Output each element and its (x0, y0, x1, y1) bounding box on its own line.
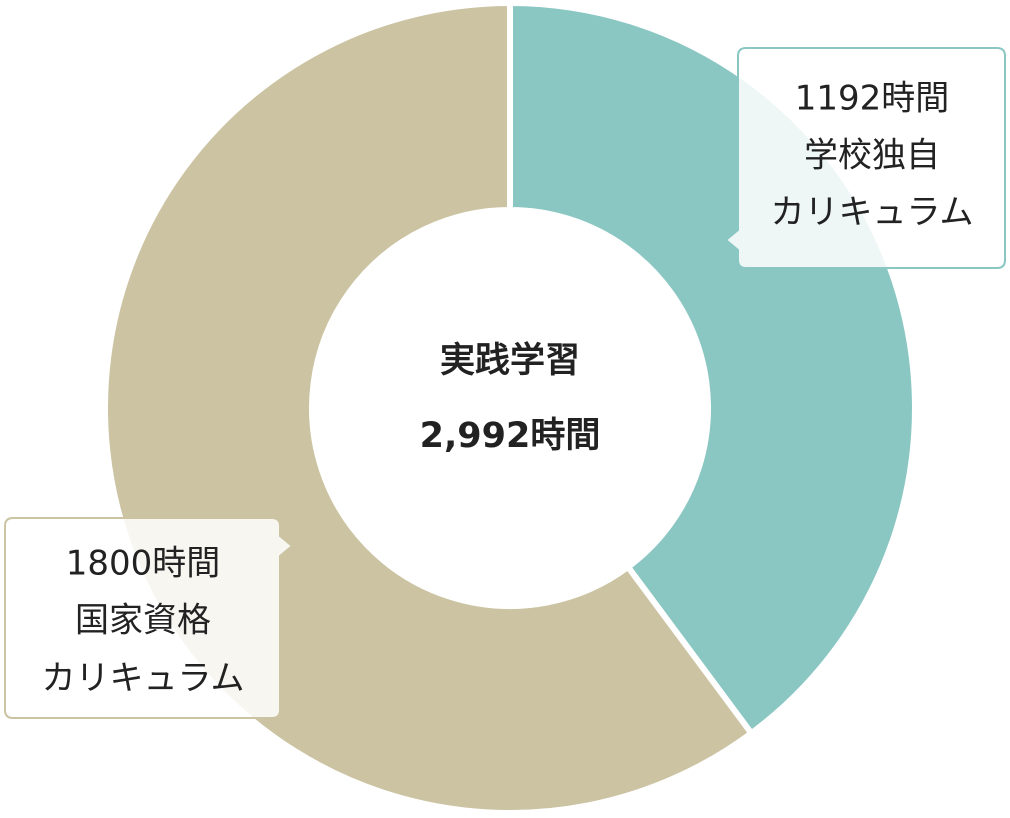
callout: 1192時間 学校独自 カリキュラム (724, 47, 1006, 269)
callout-box (724, 47, 1006, 269)
callout-box (4, 517, 294, 719)
category-label: カリキュラム (771, 193, 974, 233)
category-label: 国家資格 (75, 601, 211, 641)
value-label: 1192時間 (795, 79, 950, 119)
value-label: 1800時間 (66, 544, 221, 584)
category-label: カリキュラム (42, 659, 245, 699)
center-title: 実践学習 (440, 340, 580, 381)
category-label: 学校独自 (804, 136, 940, 176)
center-label: 2,992時間 (420, 416, 601, 456)
callout: 1800時間 国家資格 カリキュラム (4, 517, 294, 719)
